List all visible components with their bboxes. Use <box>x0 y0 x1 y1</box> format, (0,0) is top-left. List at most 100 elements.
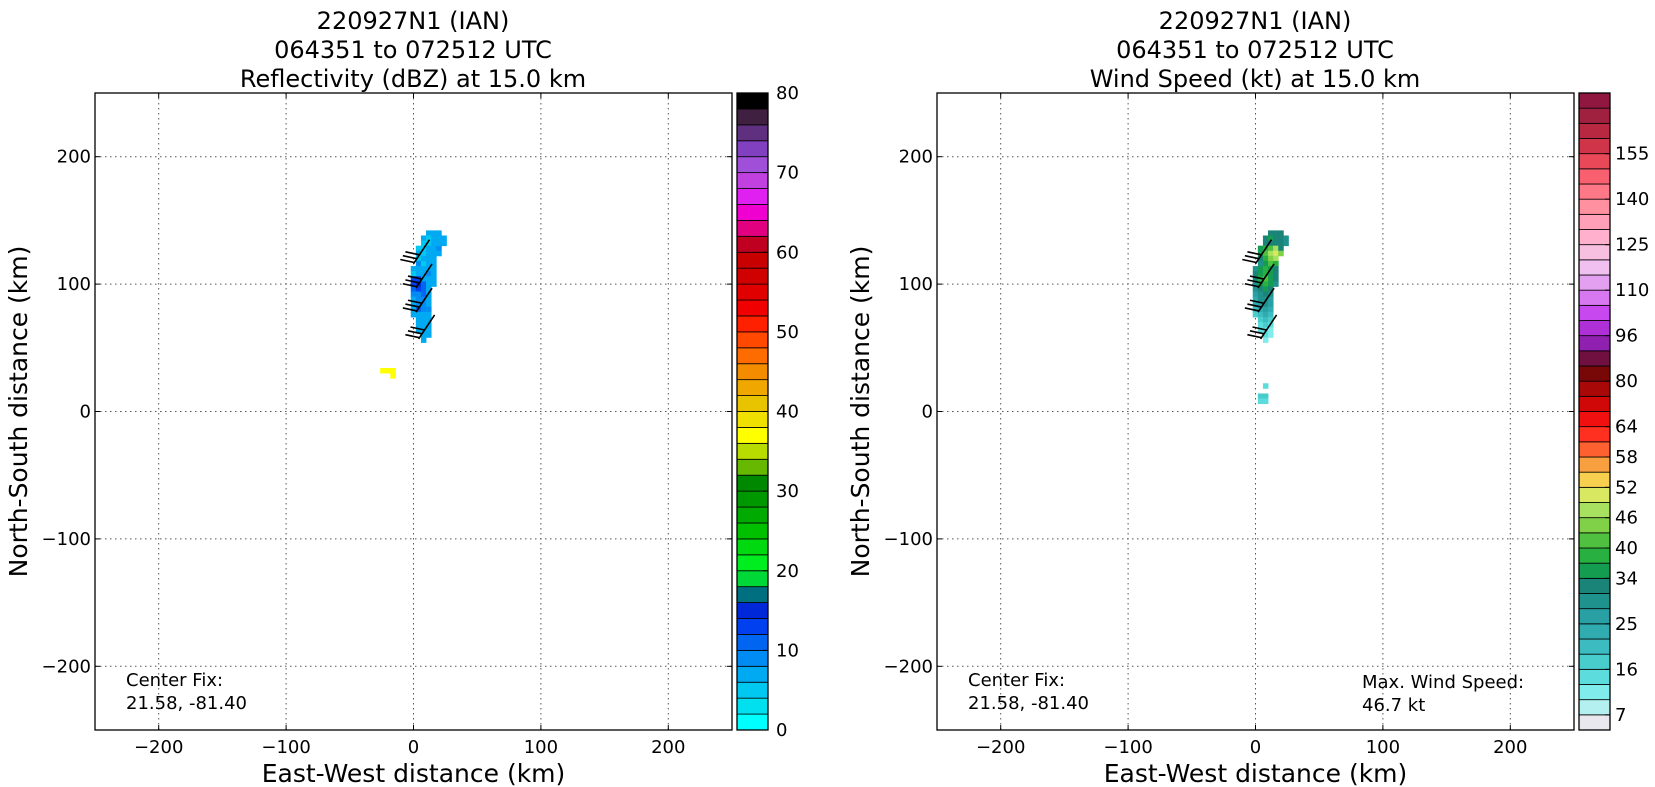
chart-title-line: Reflectivity (dBZ) at 15.0 km <box>240 65 586 93</box>
data-cell <box>385 367 391 374</box>
data-cell <box>1273 235 1279 241</box>
center-fix-annotation: Center Fix: <box>126 670 223 691</box>
colorbar-segment <box>736 618 769 635</box>
data-cell <box>1262 276 1269 282</box>
wind-barb <box>402 263 433 289</box>
data-cell <box>436 240 442 247</box>
wind-barb-staff <box>1254 239 1273 265</box>
wind-barb-feather <box>405 333 420 339</box>
data-cell <box>1262 322 1269 328</box>
colorbar-segment <box>1578 623 1611 640</box>
colorbar-segment <box>1578 608 1611 625</box>
colorbar-segment <box>1578 395 1611 412</box>
colorbar-segment <box>736 156 769 174</box>
data-cell <box>420 266 427 272</box>
data-cell <box>1252 291 1259 298</box>
colorbar-tick-label: 40 <box>776 402 799 423</box>
max-wind-annotation: 46.7 kt <box>1362 695 1425 716</box>
data-cell <box>1262 260 1269 267</box>
data-cell <box>1252 311 1259 318</box>
data-cell <box>1252 301 1259 308</box>
data-cell <box>1268 311 1274 318</box>
colorbar-segment <box>1578 668 1611 685</box>
colorbar-segment <box>1578 441 1611 458</box>
data-cell <box>420 337 427 343</box>
data-cell <box>415 301 422 308</box>
colorbar-segment <box>1578 426 1611 443</box>
colorbar-segment <box>736 538 769 556</box>
data-cell <box>436 245 442 252</box>
x-tick-label: −200 <box>976 737 1025 758</box>
colorbar-segment <box>1578 92 1611 109</box>
chart-title-line: 064351 to 072512 UTC <box>1116 36 1394 64</box>
wind-barb-feather <box>407 299 423 305</box>
data-cell <box>1262 235 1269 241</box>
colorbar-segment <box>1578 168 1611 185</box>
colorbar-segment <box>1578 320 1611 337</box>
colorbar-segment <box>736 681 769 699</box>
colorbar-segment <box>736 665 769 683</box>
data-cell <box>431 255 437 262</box>
colorbar-segment <box>1578 304 1611 321</box>
colorbar-segment <box>736 204 769 221</box>
data-cell <box>1268 317 1274 323</box>
data-cell <box>1262 250 1269 257</box>
data-cell <box>390 367 396 374</box>
colorbar-segment <box>736 713 769 731</box>
data-cell <box>420 311 427 318</box>
data-cell <box>426 276 432 282</box>
data-cell <box>1257 260 1264 267</box>
data-cell <box>431 281 437 287</box>
data-cell <box>420 286 427 292</box>
colorbar-segment <box>736 299 769 317</box>
data-cell <box>431 245 437 252</box>
colorbar-tick-label: 7 <box>1615 705 1626 726</box>
data-cell <box>431 250 437 257</box>
data-cell <box>1257 250 1264 257</box>
wind-barb-feather <box>1249 275 1265 280</box>
colorbar-segment <box>736 474 769 492</box>
data-cell <box>431 271 437 277</box>
data-cell <box>410 286 417 292</box>
data-cell <box>431 240 437 247</box>
data-cell <box>1257 393 1264 399</box>
wind-barb-staff <box>1259 314 1278 340</box>
data-cell <box>426 255 432 262</box>
data-cell <box>420 306 427 313</box>
chart-title-line: 064351 to 072512 UTC <box>274 36 552 64</box>
data-cell <box>415 250 422 257</box>
data-cell <box>1278 240 1284 247</box>
data-cell <box>1268 301 1274 308</box>
data-cell <box>410 271 417 277</box>
colorbar-segment <box>1578 684 1611 701</box>
colorbar-segment <box>1578 486 1611 503</box>
colorbar-tick-label: 70 <box>776 163 799 184</box>
colorbar-tick-label: 0 <box>776 720 787 741</box>
data-cell <box>426 245 432 252</box>
data-cell <box>415 260 422 267</box>
data-cell <box>431 276 437 282</box>
data-cell <box>426 235 432 241</box>
data-cell <box>1273 230 1279 236</box>
data-cell <box>415 271 422 277</box>
data-cell <box>410 296 417 303</box>
colorbar-segment <box>736 634 769 651</box>
data-cell <box>1273 245 1279 252</box>
colorbar-segment <box>736 458 769 476</box>
colorbar-tick-label: 40 <box>1615 538 1638 559</box>
x-tick-label: −100 <box>1103 737 1152 758</box>
colorbar-segment <box>1578 153 1611 170</box>
colorbar-segment <box>736 140 769 158</box>
center-fix-annotation: Center Fix: <box>968 670 1065 691</box>
colorbar-segment <box>736 602 769 619</box>
wind-barb-feather <box>400 258 415 264</box>
data-cell <box>1262 383 1269 389</box>
center-fix-annotation: 21.58, -81.40 <box>968 693 1089 714</box>
data-cell <box>420 317 427 323</box>
data-cell <box>426 296 432 303</box>
data-cell <box>1268 250 1274 257</box>
colorbar-segment <box>1578 259 1611 276</box>
chart-title-line: Wind Speed (kt) at 15.0 km <box>1090 65 1421 93</box>
